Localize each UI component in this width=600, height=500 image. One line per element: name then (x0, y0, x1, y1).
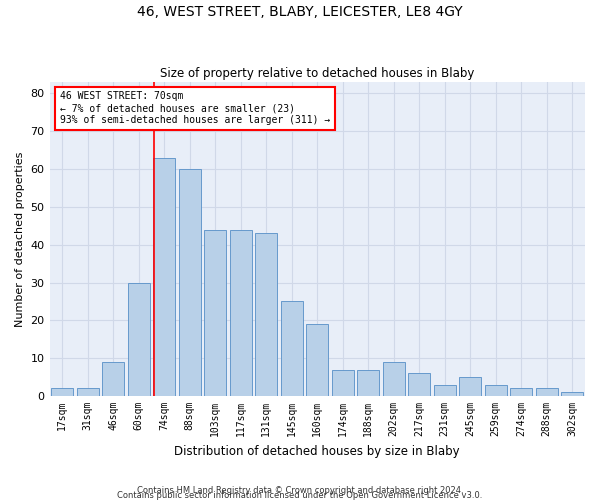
Bar (205, 230, 226, 396)
Text: Contains public sector information licensed under the Open Government Licence v3: Contains public sector information licen… (118, 490, 482, 500)
Text: 46 WEST STREET: 70sqm
← 7% of detached houses are smaller (23)
93% of semi-detac: 46 WEST STREET: 70sqm ← 7% of detached h… (60, 92, 331, 124)
Bar (536, 388, 557, 396)
X-axis label: Distribution of detached houses by size in Blaby: Distribution of detached houses by size … (175, 444, 460, 458)
Bar (52, 388, 73, 396)
Bar (256, 234, 277, 396)
Bar (128, 282, 149, 396)
Bar (154, 158, 175, 396)
Bar (332, 370, 353, 396)
Bar (485, 384, 506, 396)
Bar (409, 374, 430, 396)
Text: 46, WEST STREET, BLABY, LEICESTER, LE8 4GY: 46, WEST STREET, BLABY, LEICESTER, LE8 4… (137, 5, 463, 19)
Bar (434, 384, 455, 396)
Bar (383, 362, 404, 396)
Title: Size of property relative to detached houses in Blaby: Size of property relative to detached ho… (160, 66, 475, 80)
Y-axis label: Number of detached properties: Number of detached properties (15, 152, 25, 326)
Bar (358, 370, 379, 396)
Text: Contains HM Land Registry data © Crown copyright and database right 2024.: Contains HM Land Registry data © Crown c… (137, 486, 463, 495)
Bar (179, 169, 200, 396)
Bar (230, 230, 251, 396)
Bar (281, 302, 302, 396)
Bar (562, 392, 583, 396)
Bar (103, 362, 124, 396)
Bar (511, 388, 532, 396)
Bar (307, 324, 328, 396)
Bar (77, 388, 98, 396)
Bar (460, 377, 481, 396)
